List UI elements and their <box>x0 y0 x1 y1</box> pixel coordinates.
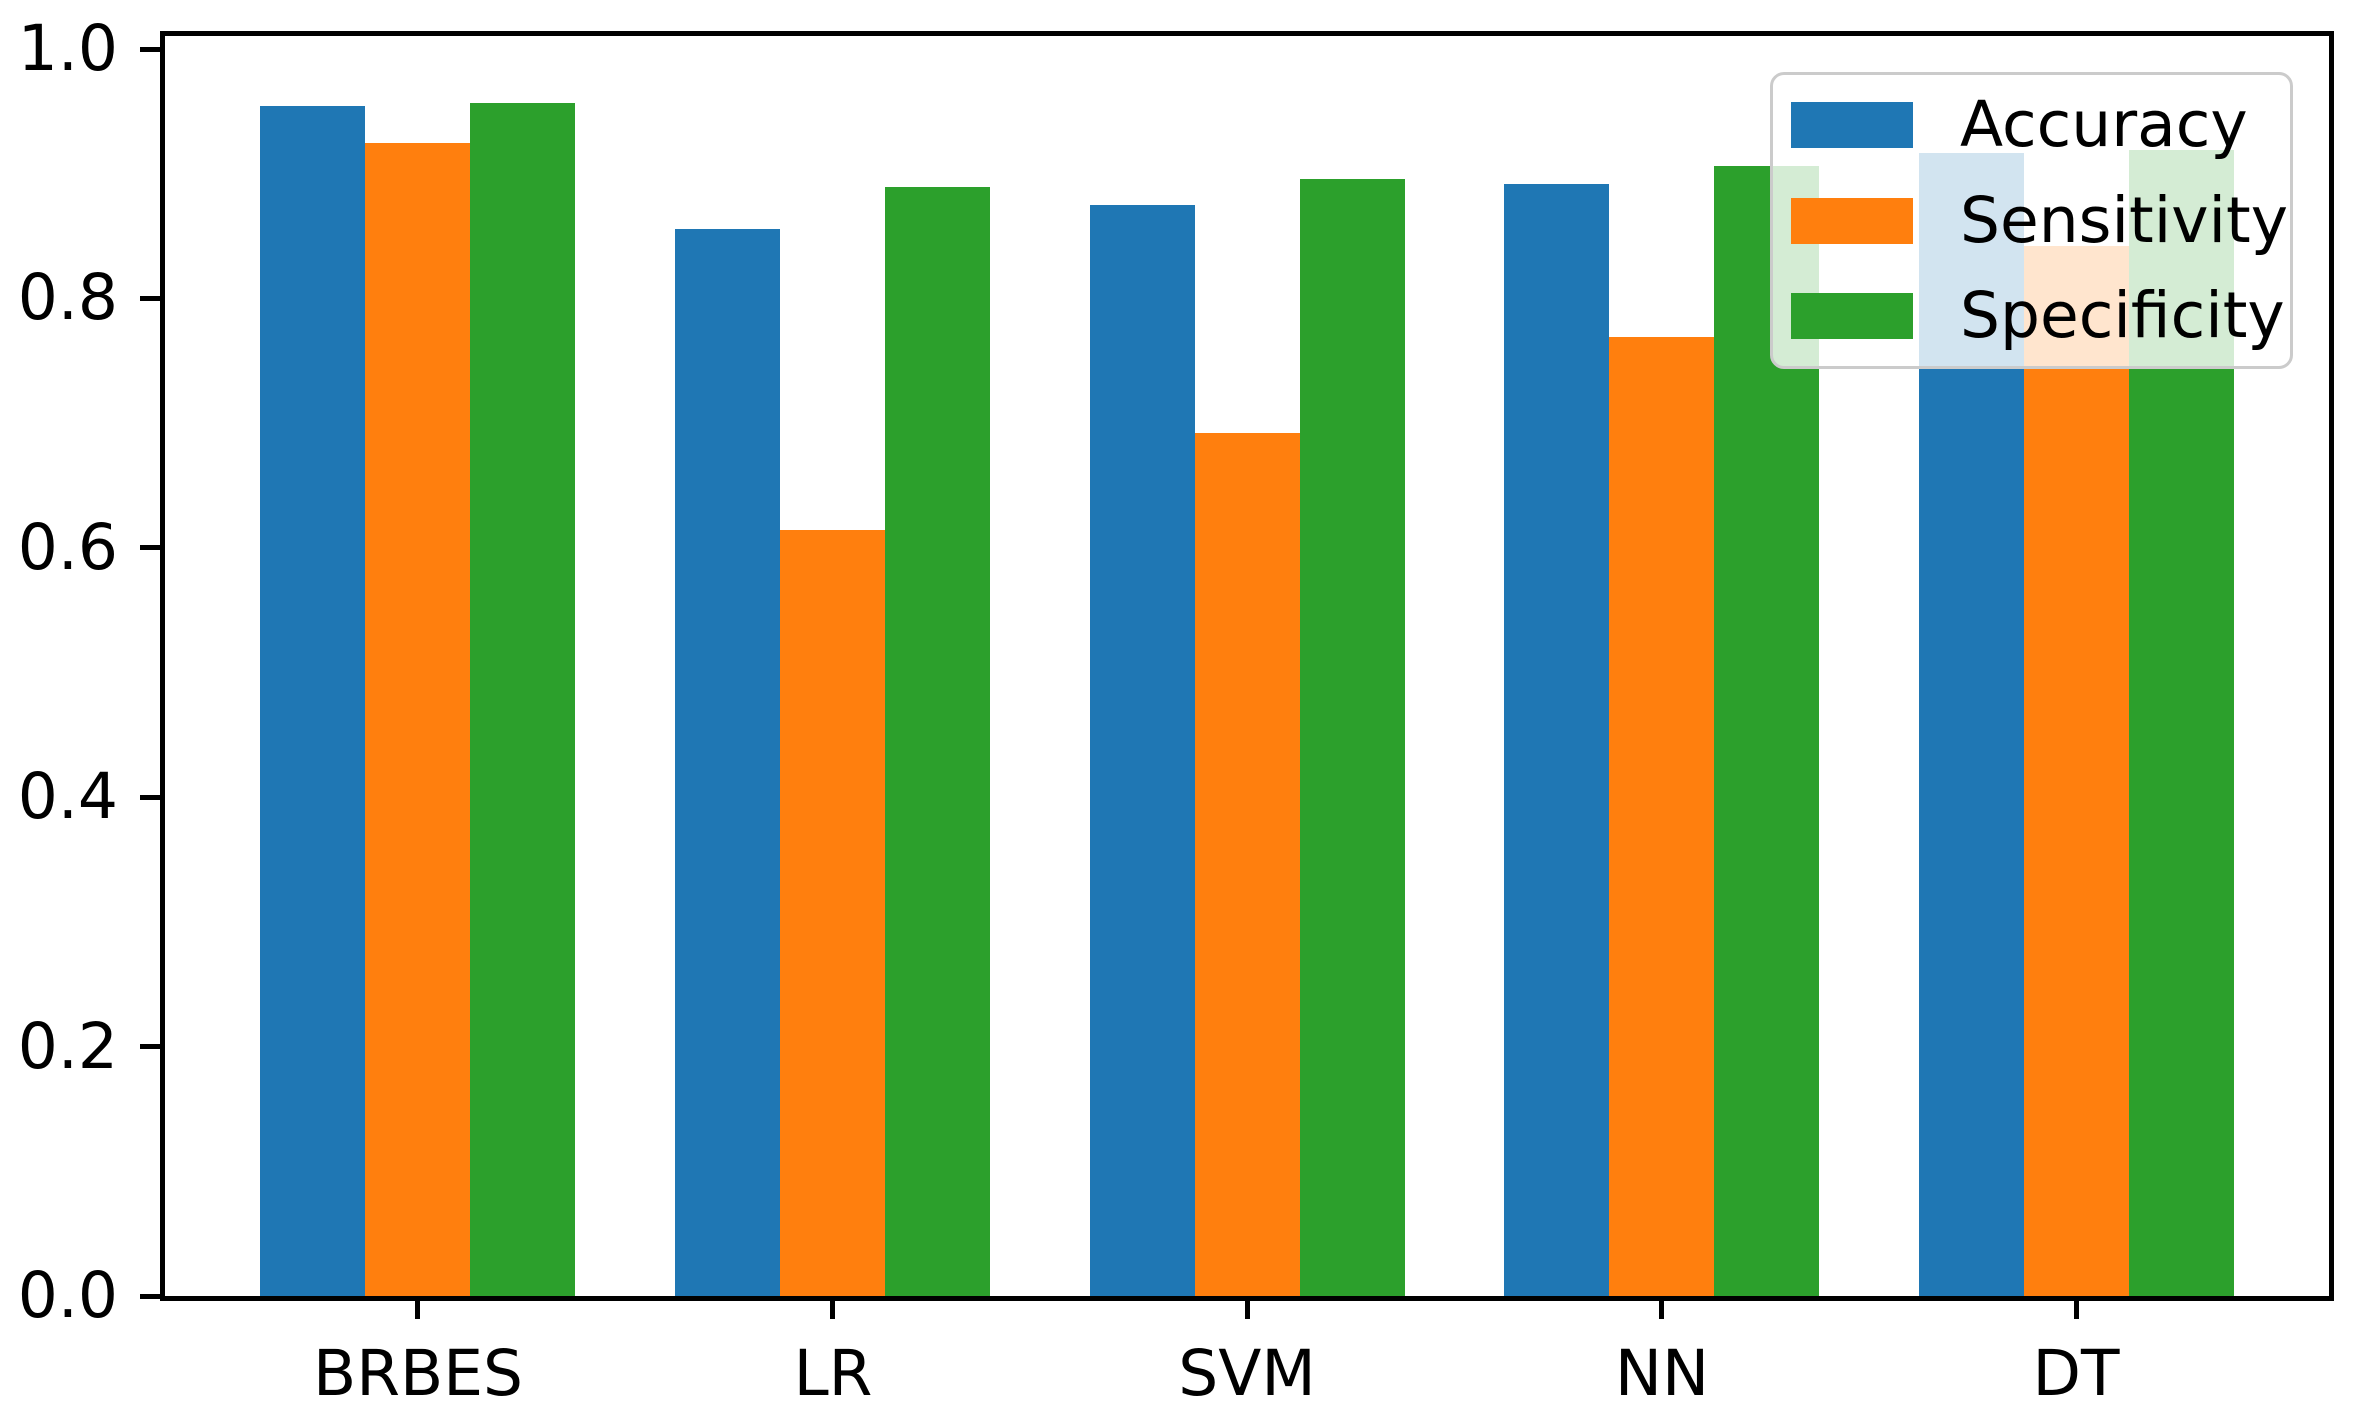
bar-svm-accuracy <box>1090 205 1195 1296</box>
y-tick-label-1.0: 1.0 <box>17 12 118 85</box>
x-tick-mark-brbes <box>415 1301 420 1319</box>
y-tick-mark-0.2 <box>140 1044 160 1049</box>
legend-label-sensitivity: Sensitivity <box>1960 184 2288 257</box>
y-tick-mark-0.8 <box>140 296 160 301</box>
y-tick-label-0.0: 0.0 <box>17 1259 118 1332</box>
y-tick-mark-0.6 <box>140 545 160 550</box>
bar-lr-specificity <box>885 187 990 1296</box>
y-tick-label-0.4: 0.4 <box>17 760 118 833</box>
bar-svm-specificity <box>1300 179 1405 1296</box>
bar-brbes-specificity <box>470 103 575 1296</box>
bar-nn-accuracy <box>1504 184 1609 1296</box>
x-tick-label-lr: LR <box>793 1337 873 1410</box>
x-tick-mark-nn <box>1659 1301 1664 1319</box>
bar-nn-sensitivity <box>1609 337 1714 1296</box>
bar-brbes-accuracy <box>260 106 365 1296</box>
y-tick-mark-0.0 <box>140 1294 160 1299</box>
legend-swatch-specificity <box>1791 293 1913 339</box>
y-tick-label-0.2: 0.2 <box>17 1010 118 1083</box>
x-tick-label-dt: DT <box>2032 1337 2120 1410</box>
x-tick-mark-lr <box>830 1301 835 1319</box>
x-tick-mark-dt <box>2074 1301 2079 1319</box>
x-tick-label-nn: NN <box>1614 1337 1710 1410</box>
legend-label-specificity: Specificity <box>1960 279 2285 352</box>
bar-brbes-sensitivity <box>365 143 470 1296</box>
x-tick-label-svm: SVM <box>1178 1337 1316 1410</box>
y-tick-mark-0.4 <box>140 795 160 800</box>
bar-svm-sensitivity <box>1195 433 1300 1296</box>
x-tick-mark-svm <box>1245 1301 1250 1319</box>
y-tick-mark-1.0 <box>140 47 160 52</box>
x-tick-label-brbes: BRBES <box>312 1337 523 1410</box>
legend-swatch-sensitivity <box>1791 198 1913 244</box>
legend: Accuracy Sensitivity Specificity <box>1770 72 2293 369</box>
legend-swatch-accuracy <box>1791 102 1913 148</box>
bars-layer <box>165 36 2329 1296</box>
bar-lr-sensitivity <box>780 530 885 1296</box>
y-tick-label-0.6: 0.6 <box>17 511 118 584</box>
bar-lr-accuracy <box>675 229 780 1296</box>
bar-dt-sensitivity <box>2024 246 2129 1296</box>
y-tick-label-0.8: 0.8 <box>17 261 118 334</box>
legend-label-accuracy: Accuracy <box>1960 88 2248 161</box>
